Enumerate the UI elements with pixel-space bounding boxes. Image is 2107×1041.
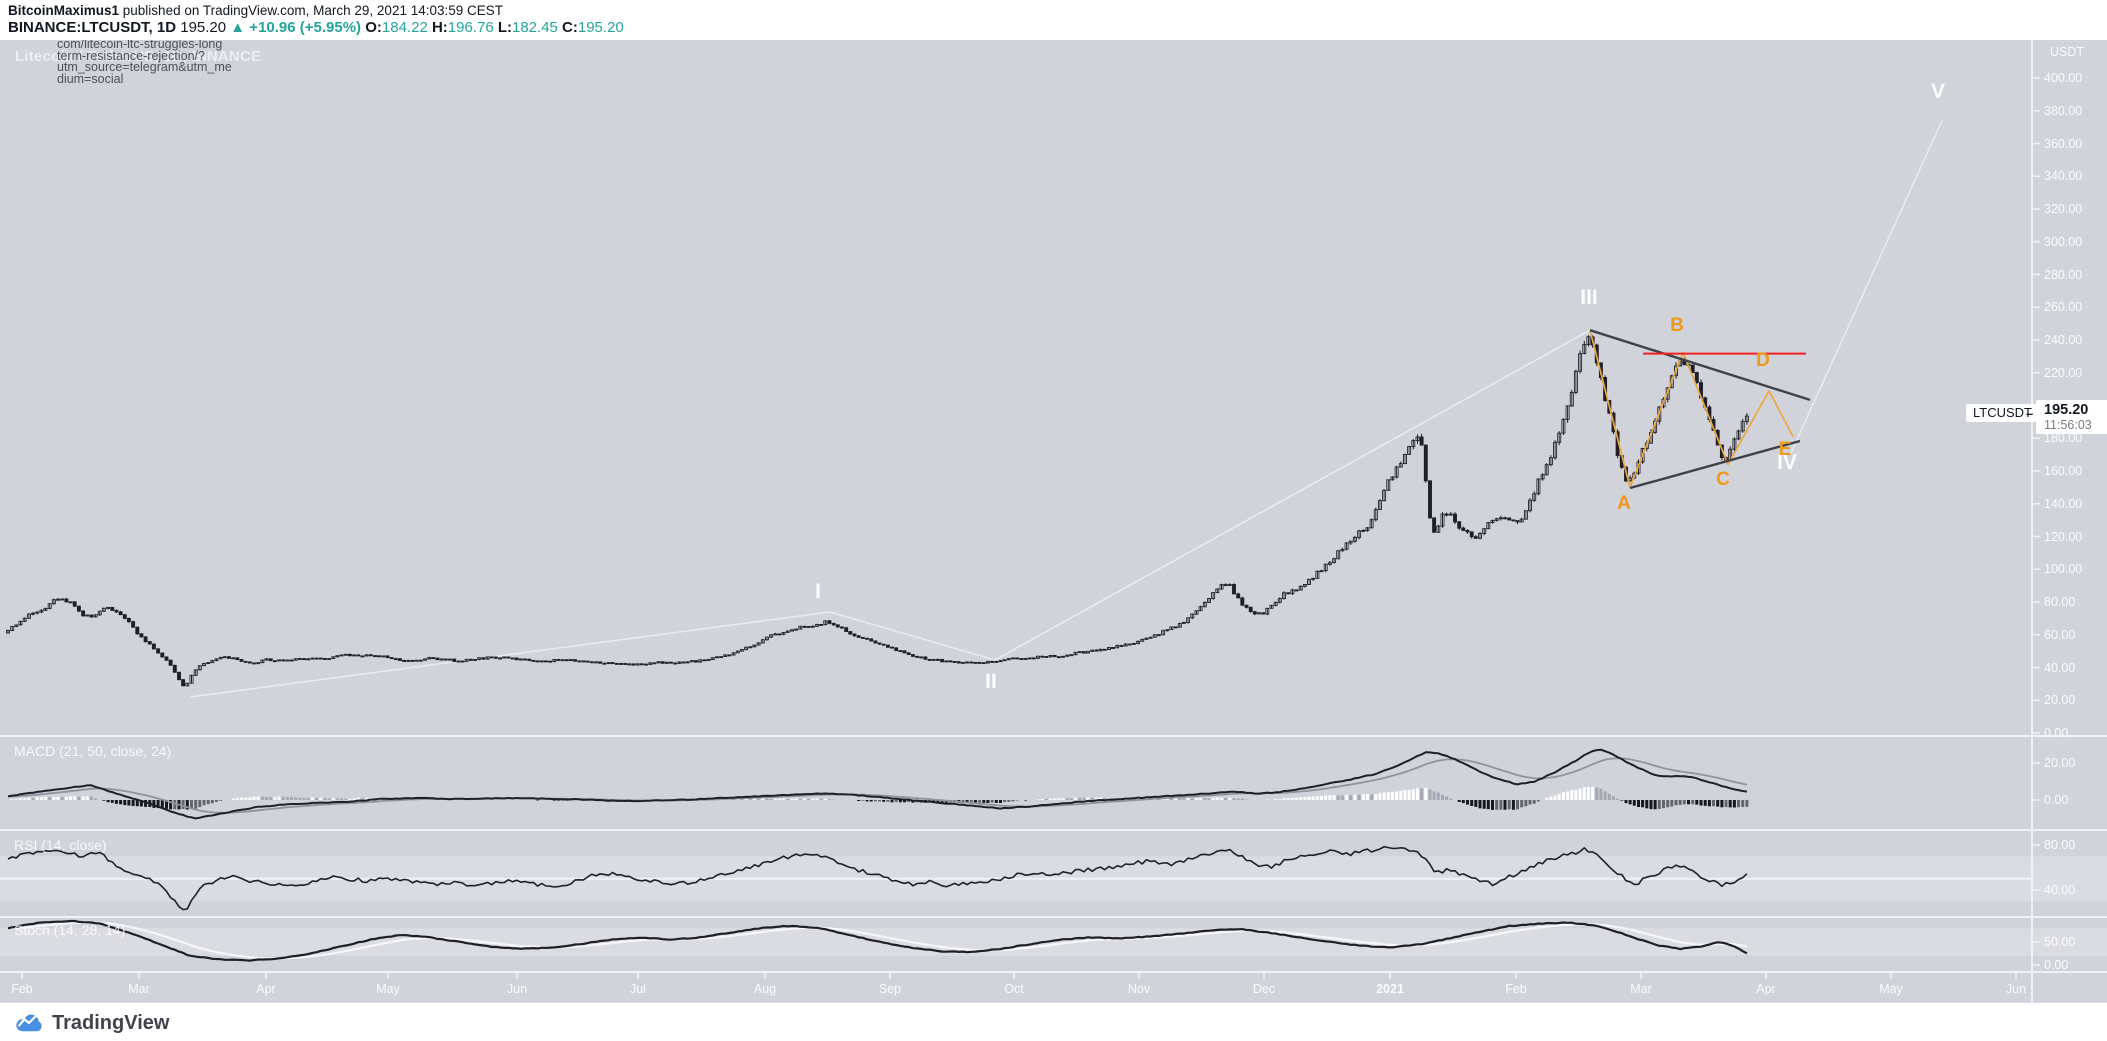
axis-tick-label: 60.00 bbox=[2044, 627, 2076, 642]
axis-tick-label: 20.00 bbox=[2044, 693, 2076, 708]
annotation-line: dium=social bbox=[57, 71, 124, 86]
wave-label-i: I bbox=[815, 580, 821, 603]
time-axis-label: May bbox=[376, 982, 400, 996]
axis-tick-label: 160.00 bbox=[2044, 464, 2083, 478]
byline: BitcoinMaximus1 published on TradingView… bbox=[8, 3, 503, 18]
annotation-line: term-resistance-rejection/? bbox=[57, 48, 205, 63]
time-axis-label: Feb bbox=[11, 982, 33, 996]
price-label-dash: – bbox=[2026, 406, 2034, 421]
last-price: 195.20 bbox=[180, 19, 227, 36]
axis-tick-label: 120.00 bbox=[2044, 529, 2083, 544]
time-axis-label: Feb bbox=[1505, 982, 1527, 996]
axis-tick-label: 400.00 bbox=[2044, 71, 2083, 85]
link-annotation-text: com/litecoin-ltc-struggles-long term-resi… bbox=[57, 37, 232, 86]
symbol-ohlc-row: BINANCE:LTCUSDT, 1D 195.20 ▲ +10.96 (+5.… bbox=[8, 19, 628, 36]
byline-text: published on TradingView.com, March 29, … bbox=[119, 3, 504, 18]
axis-tick-label: 50.00 bbox=[2044, 935, 2076, 949]
time-axis-label: Mar bbox=[128, 982, 150, 996]
time-axis-label: Sep bbox=[878, 982, 902, 996]
axis-tick-label: 80.00 bbox=[2044, 595, 2076, 609]
tradingview-brand-text[interactable]: TradingView bbox=[52, 1012, 170, 1034]
annotation-line: utm_source=telegram&utm_me bbox=[57, 60, 232, 74]
axis-tick-label: 0.00 bbox=[2044, 958, 2069, 972]
axis-tick-label: 300.00 bbox=[2044, 234, 2083, 249]
time-axis-label: 2021 bbox=[1376, 982, 1404, 996]
ohlc-value: 196.76 bbox=[447, 19, 498, 36]
time-axis-label: Oct bbox=[1004, 982, 1024, 996]
time-axis-label: Jun bbox=[2005, 982, 2027, 996]
symbol-label: BINANCE:LTCUSDT, 1D bbox=[8, 19, 177, 36]
time-axis-label: Dec bbox=[1252, 982, 1276, 996]
ohlc-key: H: bbox=[431, 19, 448, 36]
price-change: ▲ +10.96 (+5.95%) bbox=[230, 19, 362, 36]
ohlc-key: C: bbox=[562, 19, 578, 36]
axis-tick-label: 320.00 bbox=[2044, 202, 2083, 216]
wave-label-iii: III bbox=[1580, 286, 1598, 309]
wave-label-a: A bbox=[1617, 493, 1631, 514]
axis-tick-label: 280.00 bbox=[2044, 267, 2083, 282]
stoch-pane-title: Stoch (14, 28, 14) bbox=[14, 922, 126, 938]
bar-countdown: 11:56:03 bbox=[2044, 418, 2092, 432]
wave-label-d: D bbox=[1756, 350, 1770, 371]
axis-tick-label: 40.00 bbox=[2044, 660, 2076, 675]
symbol-watermark: Litecoin / TetherUS, 1D, BINANCE bbox=[15, 48, 262, 65]
axis-tick-label: 340.00 bbox=[2044, 169, 2083, 184]
axis-tick-label: USDT bbox=[2050, 45, 2085, 59]
axis-tick-label: 260.00 bbox=[2044, 300, 2083, 315]
axis-tick-label: 360.00 bbox=[2044, 136, 2083, 151]
price-label-tag: LTCUSDT bbox=[1966, 404, 2039, 422]
axis-tick-label: 240.00 bbox=[2044, 333, 2083, 347]
annotation-line: com/litecoin-ltc-struggles-long bbox=[57, 37, 223, 51]
time-axis-label: Apr bbox=[1756, 982, 1776, 996]
time-axis-label: Aug bbox=[753, 982, 777, 996]
last-price-box: 195.20 11:56:03 bbox=[2036, 400, 2107, 434]
axis-tick-label: 220.00 bbox=[2044, 365, 2083, 380]
snapshot-header: BitcoinMaximus1 published on TradingView… bbox=[0, 0, 2107, 40]
axis-tick-label: 100.00 bbox=[2044, 562, 2083, 577]
time-axis-label: Jun bbox=[506, 982, 528, 996]
ohlc-values: O:184.22 H:196.76 L:182.45 C:195.20 bbox=[365, 19, 628, 36]
tradingview-logo-icon[interactable] bbox=[14, 1010, 44, 1041]
ohlc-key: L: bbox=[497, 19, 512, 36]
axis-tick-label: 380.00 bbox=[2044, 103, 2083, 118]
author-name: BitcoinMaximus1 bbox=[8, 3, 120, 18]
ohlc-value: 184.22 bbox=[381, 19, 432, 36]
axis-tick-label: 140.00 bbox=[2044, 496, 2083, 511]
time-axis-label: May bbox=[1879, 982, 1903, 996]
ohlc-key: O: bbox=[365, 19, 382, 36]
axis-tick-label: 20.00 bbox=[2044, 756, 2076, 770]
time-axis-label: Nov bbox=[1127, 982, 1151, 996]
wave-label-b: B bbox=[1670, 315, 1684, 336]
axis-tick-label: 180.00 bbox=[2044, 431, 2083, 446]
wave-label-e: E bbox=[1778, 439, 1792, 460]
ohlc-value: 195.20 bbox=[577, 19, 628, 36]
axis-tick-label: 0.00 bbox=[2044, 793, 2069, 807]
axis-tick-label: 40.00 bbox=[2044, 883, 2076, 897]
time-axis-label: Apr bbox=[256, 982, 276, 996]
axis-tick-label: 80.00 bbox=[2044, 838, 2076, 852]
wave-label-v: V bbox=[1930, 80, 1946, 103]
last-price-value: 195.20 bbox=[2044, 402, 2089, 418]
macd-pane-title: MACD (21, 50, close, 24) bbox=[14, 743, 172, 759]
time-axis-label: Jul bbox=[630, 982, 646, 996]
rsi-pane-title: RSI (14, close) bbox=[14, 837, 107, 853]
ohlc-value: 182.45 bbox=[512, 19, 563, 36]
axis-tick-label: 0.00 bbox=[2044, 726, 2069, 740]
wave-label-ii: II bbox=[985, 670, 997, 693]
footer-bar: TradingView bbox=[0, 1002, 2107, 1041]
wave-label-c: C bbox=[1716, 469, 1730, 490]
wave-label-iv: IV bbox=[1777, 451, 1797, 474]
time-axis-label: Mar bbox=[1630, 982, 1652, 996]
